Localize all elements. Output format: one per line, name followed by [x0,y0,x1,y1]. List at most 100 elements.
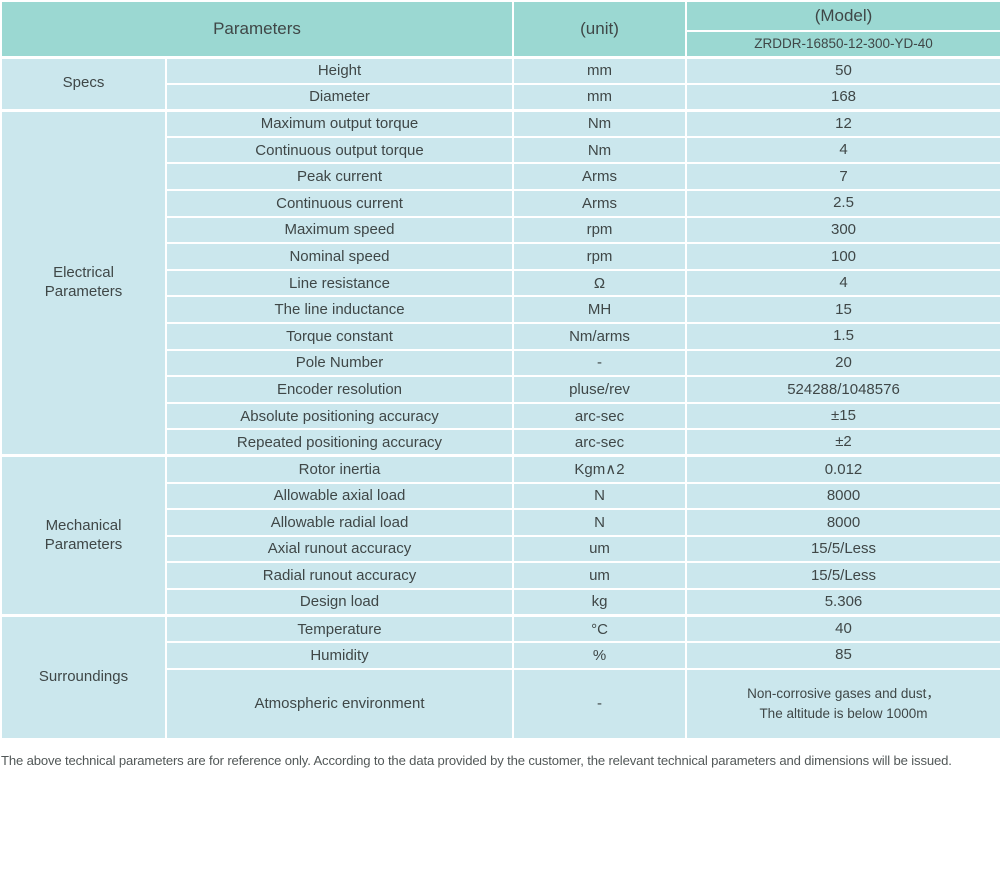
section: Electrical Parameters Maximum output torq… [0,109,1000,457]
unit-value: MH [512,295,687,324]
section: Mechanical Parameters Rotor inertia Kgm∧2 0… [0,454,1000,617]
table-row: Humidity% 85 [1,641,1000,670]
unit-value: mm [512,56,687,85]
parameter-name: The line inductance [165,295,514,324]
table-row: Torque constant Nm/arms 1.5 [1,321,1000,351]
table-row: Line resistance Ω 4 [1,268,1000,298]
parameter-value: 300 [685,215,1000,245]
parameter-value: 5.306 [685,587,1000,617]
parameter-name: Axial runout accuracy [165,534,514,564]
parameter-value: 50 [685,56,1000,85]
model-number: ZRDDR-16850-12-300-YD-40 [685,30,1000,58]
footer-note: The above technical parameters are for r… [1,752,952,768]
parameter-name: Maximum output torque [165,109,514,138]
parameter-name: Continuous current [165,188,514,218]
parameter-value: 1.5 [685,321,1000,351]
parameter-value: ±15 [685,401,1000,431]
unit-value: Nm [512,135,687,165]
parameter-name: Allowable axial load [165,481,514,511]
parameter-value: 40 [685,614,1000,644]
parameter-value: 15/5/Less [685,534,1000,564]
parameter-value: 2.5 [685,188,1000,218]
parameter-value: 20 [685,348,1000,378]
parameter-name: Rotor inertia [165,454,514,484]
table-row: Absolute positioning accuracy arc-sec ±15 [1,401,1000,431]
parameter-value: 15/5/Less [685,561,1000,590]
parameter-name: Torque constant [165,321,514,351]
unit-value: mm [512,82,687,112]
unit-value: Nm [512,109,687,138]
parameters-header: Parameters [0,0,514,58]
spec-table: Parameters (unit) (Model) ZRDDR-16850-12… [0,0,1000,740]
section-label: Surroundings [0,614,167,740]
unit-value: rpm [512,242,687,271]
section: Surroundings Temperature °C 40 Humidity% 85 At… [0,614,1000,740]
unit-value: pluse/rev [512,375,687,404]
parameter-name: Design load [165,587,514,617]
parameter-name: Allowable radial load [165,508,514,537]
table-row: Peak current Arms 7 [1,162,1000,191]
parameter-value: ±2 [685,428,1000,457]
table-row: Repeated positioning accuracy arc-sec ±2 [1,428,1000,457]
unit-value: um [512,534,687,564]
parameter-name: Repeated positioning accuracy [165,428,514,457]
table-row: Electrical Parameters Maximum output torq… [0,109,1000,457]
table-row: The line inductance MH 15 [1,295,1000,324]
table-row: Axial runout accuracy um 15/5/Less [1,534,1000,564]
section: Specs Height mm 50 Diameter mm 168 [0,55,1000,112]
unit-value: N [512,481,687,511]
unit-value: - [512,667,687,740]
parameter-value: 4 [685,135,1000,165]
unit-value: Ω [512,268,687,298]
model-header: (Model) [685,0,1000,32]
parameter-name: Continuous output torque [165,135,514,165]
parameter-value: 524288/1048576 [685,375,1000,404]
table-row: Surroundings Temperature °C 40 [0,614,1000,740]
unit-value: Arms [512,188,687,218]
unit-value: - [512,348,687,378]
table-row: Allowable radial load N 8000 [1,508,1000,537]
unit-value: N [512,508,687,537]
table-row: Radial runout accuracy um 15/5/Less [1,561,1000,590]
unit-value: Nm/arms [512,321,687,351]
unit-value: Arms [512,162,687,191]
unit-value: % [512,641,687,670]
parameter-value: 15 [685,295,1000,324]
parameter-value: 4 [685,268,1000,298]
parameter-name: Peak current [165,162,514,191]
unit-value: kg [512,587,687,617]
unit-value: um [512,561,687,590]
parameter-name: Diameter [165,82,514,112]
parameter-name: Temperature [165,614,514,644]
unit-value: arc-sec [512,401,687,431]
table-row: Allowable axial load N 8000 [1,481,1000,511]
table-row: Diameter mm 168 [1,82,1000,112]
parameter-name: Maximum speed [165,215,514,245]
parameter-name: Atmospheric environment [165,667,514,740]
unit-value: rpm [512,215,687,245]
parameter-value: 7 [685,162,1000,191]
parameter-name: Line resistance [165,268,514,298]
table-header: Parameters (unit) (Model) ZRDDR-16850-12… [0,0,1000,58]
table-row: Continuous output torque Nm 4 [1,135,1000,165]
table-row: Continuous current Arms 2.5 [1,188,1000,218]
section-label: Electrical Parameters [0,109,167,457]
parameter-name: Absolute positioning accuracy [165,401,514,431]
section-label: Mechanical Parameters [0,454,167,617]
table-row: Specs Height mm 50 [0,55,1000,112]
parameter-name: Encoder resolution [165,375,514,404]
unit-value: arc-sec [512,428,687,457]
table-row: Atmospheric environment - Non-corrosive ga… [1,667,1000,740]
table-row: Design load kg 5.306 [1,587,1000,617]
parameter-value: 12 [685,109,1000,138]
parameter-value: 8000 [685,508,1000,537]
parameter-value: 0.012 [685,454,1000,484]
table-row: Nominal speed rpm 100 [1,242,1000,271]
table-row: Mechanical Parameters Rotor inertia Kgm∧2 0… [0,454,1000,617]
unit-value: Kgm∧2 [512,454,687,484]
parameter-value: 100 [685,242,1000,271]
parameter-value: Non-corrosive gases and dust， The altitu… [685,667,1000,740]
parameter-name: Height [165,56,514,85]
parameter-value: 8000 [685,481,1000,511]
parameter-name: Humidity [165,641,514,670]
